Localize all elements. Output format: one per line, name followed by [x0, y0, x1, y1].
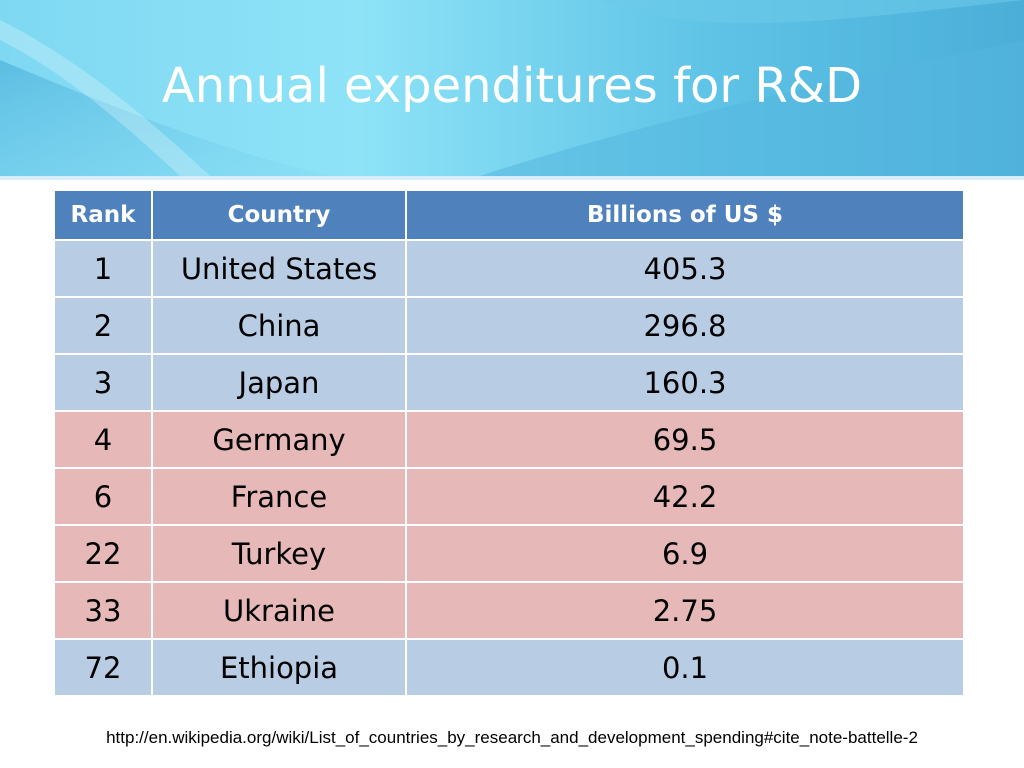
header-country: Country: [151, 189, 407, 241]
rank-cell: 3: [53, 353, 153, 412]
country-cell: Turkey: [151, 524, 407, 583]
country-cell: Germany: [151, 410, 407, 469]
country-cell: United States: [151, 239, 407, 298]
value-cell: 69.5: [405, 410, 965, 469]
value-cell: 42.2: [405, 467, 965, 526]
rank-cell: 22: [53, 524, 153, 583]
value-cell: 2.75: [405, 581, 965, 640]
table-row: 33 Ukraine 2.75: [53, 581, 965, 640]
rank-cell: 33: [53, 581, 153, 640]
table-row: 2 China 296.8: [53, 296, 965, 355]
slide-title: Annual expenditures for R&D: [161, 58, 863, 114]
table-row: 1 United States 405.3: [53, 239, 965, 298]
rank-cell: 4: [53, 410, 153, 469]
country-cell: Ukraine: [151, 581, 407, 640]
header-background-graphic: [0, 0, 1024, 188]
table-row: 4 Germany 69.5: [53, 410, 965, 469]
value-cell: 405.3: [405, 239, 965, 298]
table-row: 3 Japan 160.3: [53, 353, 965, 412]
header-rank: Rank: [53, 189, 153, 241]
table-row: 22 Turkey 6.9: [53, 524, 965, 583]
source-link[interactable]: http://en.wikipedia.org/wiki/List_of_cou…: [106, 728, 918, 747]
rank-cell: 1: [53, 239, 153, 298]
header-band: [0, 0, 1024, 188]
value-cell: 0.1: [405, 638, 965, 697]
country-cell: France: [151, 467, 407, 526]
value-cell: 6.9: [405, 524, 965, 583]
header-billions: Billions of US $: [405, 189, 965, 241]
country-cell: Japan: [151, 353, 407, 412]
rd-expenditure-table: Rank Country Billions of US $ 1 United S…: [53, 189, 965, 697]
value-cell: 160.3: [405, 353, 965, 412]
table-row: 6 France 42.2: [53, 467, 965, 526]
table-header-row: Rank Country Billions of US $: [53, 189, 965, 241]
rank-cell: 2: [53, 296, 153, 355]
value-cell: 296.8: [405, 296, 965, 355]
table-row: 72 Ethiopia 0.1: [53, 638, 965, 697]
rank-cell: 72: [53, 638, 153, 697]
country-cell: China: [151, 296, 407, 355]
rank-cell: 6: [53, 467, 153, 526]
country-cell: Ethiopia: [151, 638, 407, 697]
